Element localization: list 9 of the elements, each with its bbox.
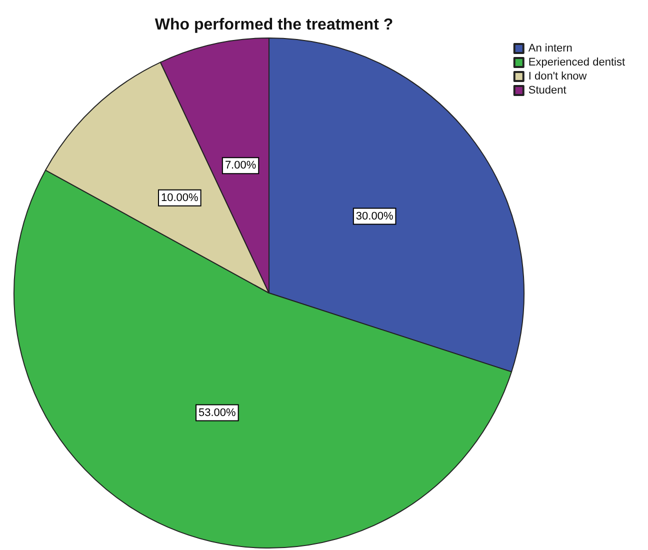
legend-label: Student [528, 84, 566, 96]
legend-label: Experienced dentist [528, 56, 626, 68]
legend-label: I don't know [528, 70, 587, 82]
data-label: 7.00% [224, 160, 256, 172]
data-label: 10.00% [161, 192, 199, 204]
data-label: 53.00% [198, 406, 236, 419]
chart-title: Who performed the treatment ? [154, 16, 394, 34]
legend-label: An intern [528, 42, 572, 54]
data-label: 30.00% [356, 210, 394, 222]
